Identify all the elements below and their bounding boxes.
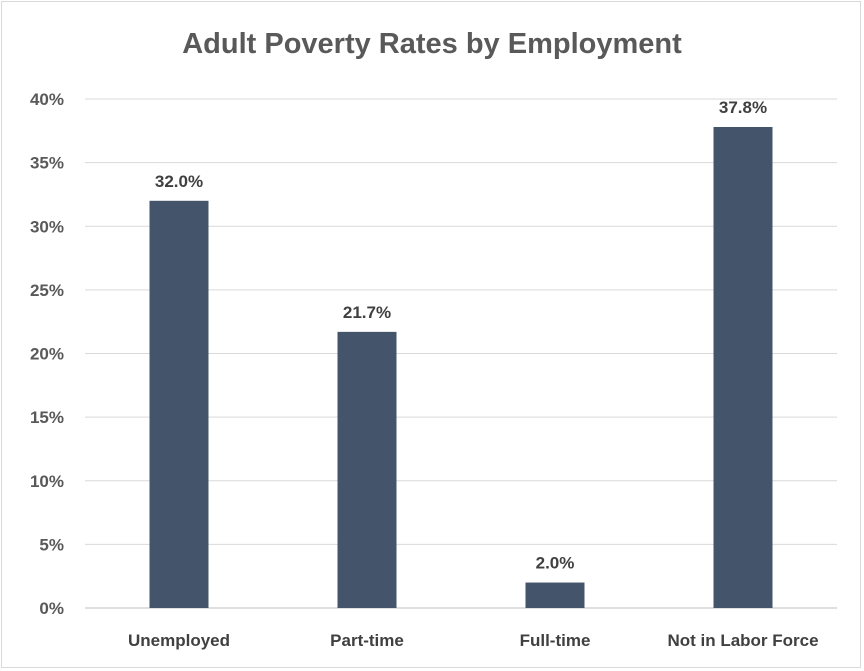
- y-tick-label: 35%: [30, 154, 64, 173]
- x-axis-categories: Unemployed Part-time Full-time Not in Labor…: [128, 631, 819, 650]
- y-tick-label: 15%: [30, 408, 64, 427]
- bar: [149, 200, 209, 609]
- x-category-label: Not in Labor Force: [667, 631, 818, 650]
- gridlines: [85, 98, 837, 609]
- bar: [713, 126, 773, 609]
- data-label: 2.0%: [536, 554, 575, 573]
- y-axis-ticks: 0% 5% 10% 15% 20% 25% 30% 35% 40%: [30, 90, 64, 618]
- y-tick-label: 20%: [30, 345, 64, 364]
- x-category-label: Part-time: [330, 631, 404, 650]
- y-tick-label: 5%: [39, 535, 64, 554]
- y-tick-label: 10%: [30, 472, 64, 491]
- bar: [337, 331, 397, 608]
- data-label: 21.7%: [343, 303, 391, 322]
- chart-title: Adult Poverty Rates by Employment: [182, 28, 682, 60]
- x-category-label: Full-time: [520, 631, 591, 650]
- y-tick-label: 30%: [30, 217, 64, 236]
- y-tick-label: 40%: [30, 90, 64, 109]
- y-tick-label: 25%: [30, 281, 64, 300]
- x-category-label: Unemployed: [128, 631, 230, 650]
- bars: [149, 126, 773, 609]
- data-label: 32.0%: [155, 172, 203, 191]
- data-label: 37.8%: [719, 98, 767, 117]
- y-tick-label: 0%: [39, 599, 64, 618]
- data-labels: 32.0% 21.7% 2.0% 37.8%: [155, 98, 767, 573]
- bar: [525, 582, 585, 608]
